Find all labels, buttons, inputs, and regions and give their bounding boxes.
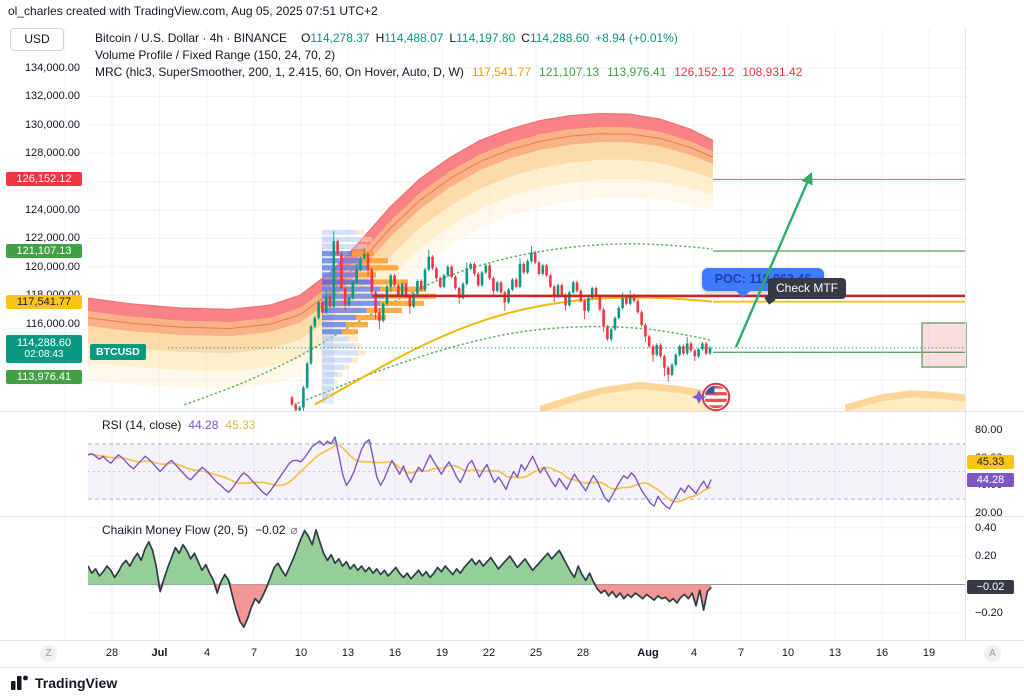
mrc-level-value: 121,107.13: [539, 65, 600, 79]
price-badge: 117,541.77: [6, 294, 82, 309]
watermark-text: ol_charles created with TradingView.com,…: [8, 4, 378, 18]
price-badge: 113,976.41: [6, 370, 82, 385]
price-tick: 130,000.00: [24, 118, 80, 131]
time-tick: 19: [435, 647, 449, 659]
open-label: O: [301, 31, 311, 45]
close-label: C: [521, 31, 530, 45]
time-tick: 16: [388, 647, 402, 659]
rsi-value: 44.28: [188, 418, 219, 432]
mrc-level-value: 108,931.42: [742, 65, 803, 79]
check-mtf-callout[interactable]: Check MTF: [768, 278, 846, 299]
price-tick: 122,000.00: [24, 232, 80, 245]
open-value: 114,278.37: [310, 31, 370, 45]
mrc-level-value: 126,152.12: [674, 65, 735, 79]
cmf-label: Chaikin Money Flow (20, 5): [102, 523, 249, 537]
symbol-title: Bitcoin / U.S. Dollar · 4h · BINANCE: [95, 31, 288, 45]
cmf-average-icon: ⌀: [290, 523, 298, 537]
time-tick: 28: [105, 647, 119, 659]
tradingview-brand-text: TradingView: [35, 674, 118, 691]
time-tick: 22: [482, 647, 496, 659]
close-value: 114,288.60: [529, 31, 590, 45]
price-tick: 132,000.00: [24, 90, 80, 103]
cmf-value: −0.02: [255, 523, 286, 537]
rsi-tick: 80.00: [975, 424, 1003, 436]
time-tick: 16: [875, 647, 889, 659]
time-tick: 13: [341, 647, 355, 659]
cmf-tick: 0.40: [975, 521, 997, 534]
rsi-badge: 44.28: [967, 473, 1014, 488]
symbol-price-line-label[interactable]: BTCUSD: [90, 344, 146, 360]
cmf-legend-row[interactable]: Chaikin Money Flow (20, 5) −0.02 ⌀: [95, 523, 298, 537]
rsi-badge: 45.33: [967, 454, 1014, 469]
price-tick: 120,000.00: [24, 260, 80, 273]
time-tick: 19: [922, 647, 936, 659]
price-tick: 124,000.00: [24, 204, 80, 216]
mrc-legend-row[interactable]: MRC (hlc3, SuperSmoother, 200, 1, 2.415,…: [95, 64, 802, 81]
mrc-level-value: 117,541.77: [471, 65, 532, 79]
low-value: 114,197.80: [456, 31, 516, 45]
low-label: L: [449, 31, 457, 45]
time-tick: 25: [529, 647, 543, 659]
price-badge: 126,152.12: [6, 172, 82, 187]
mrc-level-value: 113,976.41: [607, 65, 667, 79]
price-badge: 121,107.13: [6, 244, 82, 259]
time-tick: 4: [690, 647, 698, 659]
cmf-tick: 0.20: [975, 550, 997, 563]
mrc-label: MRC (hlc3, SuperSmoother, 200, 1, 2.415,…: [95, 65, 464, 79]
rsi-ma-value: 45.33: [225, 418, 256, 432]
cmf-tick: −0.20: [975, 606, 1003, 619]
price-tick: 116,000.00: [25, 317, 80, 330]
price-tick: 128,000.00: [24, 147, 80, 160]
legend: Bitcoin / U.S. Dollar · 4h · BINANCE O114…: [95, 30, 802, 81]
high-label: H: [375, 31, 385, 45]
time-tick: 10: [781, 647, 795, 659]
rsi-legend-row[interactable]: RSI (14, close) 44.28 45.33: [95, 418, 255, 432]
time-tick: 7: [737, 647, 745, 659]
price-tick: 134,000.00: [24, 62, 80, 74]
time-tick: 7: [250, 647, 258, 659]
mrc-values: 117,541.77 121,107.13 113,976.41 126,152.12…: [464, 65, 803, 79]
rsi-tick: 20.00: [975, 506, 1003, 519]
tradingview-logo-icon: [11, 675, 28, 690]
time-tick: Jul: [151, 647, 168, 659]
rsi-label: RSI (14, close): [102, 418, 182, 432]
change-value: +8.94 (+0.01%): [595, 31, 678, 45]
volume-profile-legend-row[interactable]: Volume Profile / Fixed Range (150, 24, 7…: [95, 48, 336, 62]
time-tick: 28: [576, 647, 590, 659]
time-tick: 4: [203, 647, 211, 659]
currency-toggle-button[interactable]: USD: [10, 28, 64, 51]
time-tick: Aug: [637, 647, 659, 659]
tradingview-footer[interactable]: TradingView: [10, 673, 117, 692]
time-tick: 10: [294, 647, 308, 659]
cmf-badge: −0.02: [967, 580, 1014, 595]
time-tick: 13: [828, 647, 842, 659]
symbol-legend-row[interactable]: Bitcoin / U.S. Dollar · 4h · BINANCE O114…: [95, 30, 802, 47]
timezone-button[interactable]: Z: [40, 645, 57, 662]
price-axis-left[interactable]: 134,000.00 132,000.00 130,000.00 128,000.00…: [0, 0, 88, 640]
high-value: 114,488.07: [384, 31, 444, 45]
auto-scale-button[interactable]: A: [984, 645, 1001, 662]
price-badge: 114,288.60 02:08:43: [6, 334, 82, 363]
